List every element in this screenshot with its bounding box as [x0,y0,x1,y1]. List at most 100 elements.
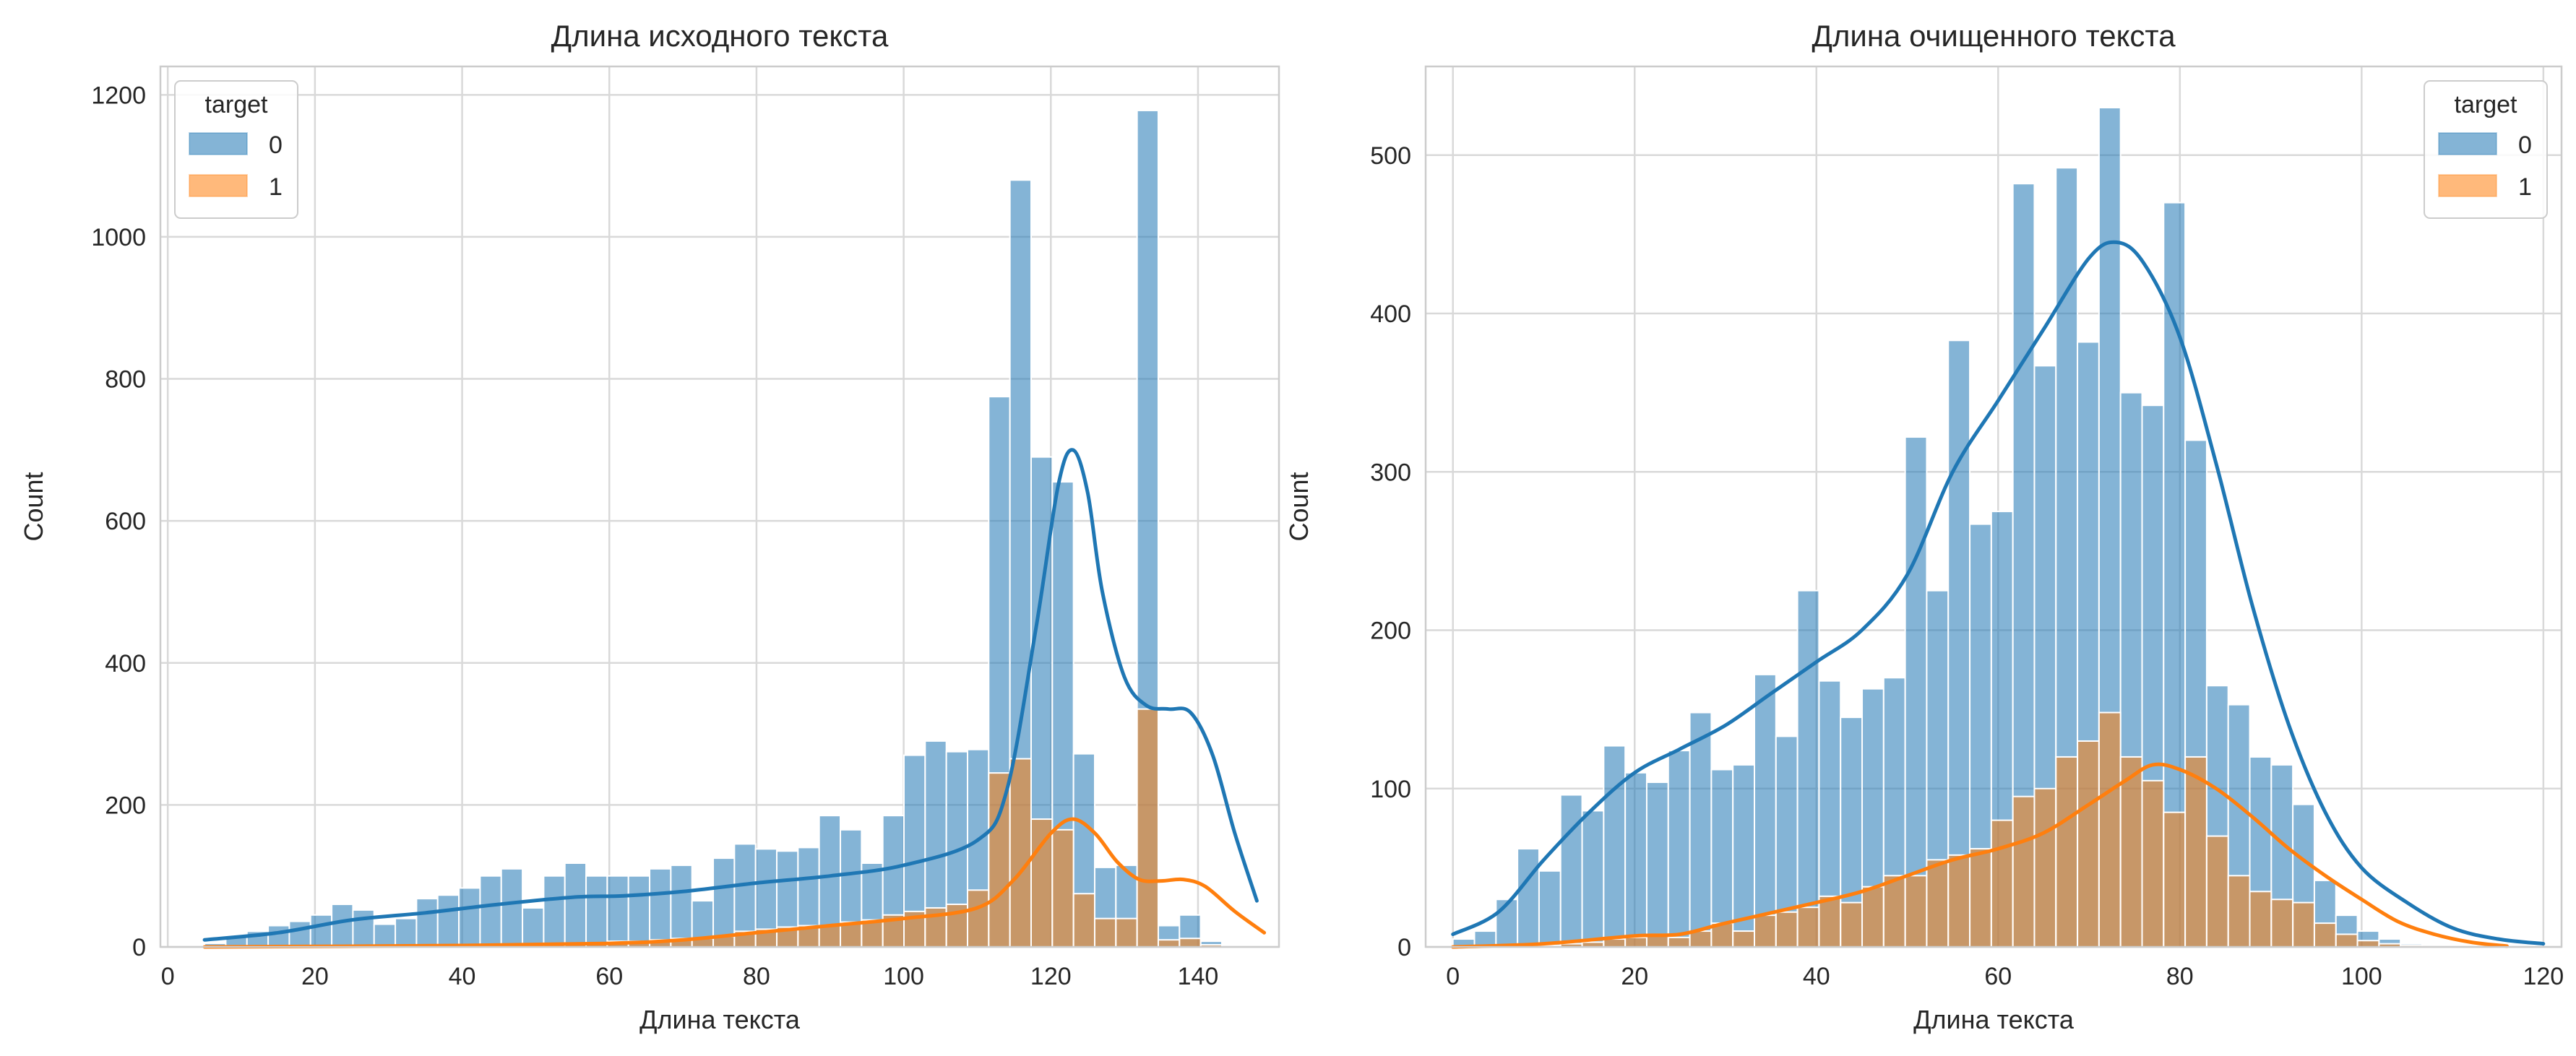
histogram-bar [2249,891,2273,948]
x-tick-label: 40 [1803,963,1830,990]
histogram-bar [1710,769,1734,948]
histogram-bar [1179,938,1202,948]
y-tick-label: 400 [1370,300,1411,328]
histogram-bar [1990,819,2014,948]
x-tick-label: 0 [1446,963,1460,990]
histogram-bar [988,772,1011,948]
histogram-bar [1667,750,1691,948]
histogram-bar [415,898,439,948]
histogram-bar [2119,756,2143,948]
histogram-bar [627,875,651,948]
legend-label-0: 0 [269,131,283,159]
y-tick-label: 100 [1370,776,1411,803]
histogram-bar [373,923,397,948]
plot-area [160,66,1279,947]
chart-title: Длина исходного текста [551,19,889,53]
x-tick-label: 80 [743,963,770,990]
y-tick-label: 200 [1370,618,1411,645]
histogram-bar [1947,854,1971,948]
histogram-bar [1538,870,1561,948]
histogram-bar [1775,911,1799,948]
histogram-bar [649,867,672,948]
histogram-bar [479,875,502,948]
histogram-bar [1030,818,1054,948]
histogram-bar [1136,708,1159,948]
histogram-bar [1009,758,1032,948]
x-tick-label: 60 [1984,963,2012,990]
histogram-bar [500,867,524,948]
kde-line-0 [1451,240,2546,946]
y-tick-label: 300 [1370,459,1411,486]
histogram-bar [2227,875,2251,948]
y-tick-label: 200 [105,792,146,819]
histogram-bar [1732,930,1755,948]
legend-label-1: 1 [2518,173,2532,201]
histogram-bar [1840,901,1864,948]
histogram-bar [818,925,842,948]
histogram-bar [2077,740,2100,948]
y-tick-label: 600 [105,508,146,535]
legend-label-0: 0 [2518,131,2532,159]
y-tick-label: 500 [1370,142,1411,170]
y-axis-label: Count [1284,472,1314,541]
x-tick-label: 0 [161,963,175,990]
kde-line-0 [202,448,1259,942]
histogram-bar [2292,901,2315,948]
x-tick-label: 120 [1030,963,1072,990]
histogram-bar [2184,756,2207,948]
histogram-bar [436,894,460,948]
histogram-bar [2098,711,2121,948]
legend-swatch-1 [189,174,248,197]
histogram-bar [1645,781,1669,948]
histogram-bar [1072,893,1095,948]
histogram-bar [1157,939,1181,948]
histogram-bar [2205,835,2229,948]
histogram-bar [967,889,990,948]
x-tick-label: 20 [301,963,329,990]
plot-frame [1424,65,2563,948]
histogram-bar [543,875,566,948]
histogram-bar [1904,875,1928,948]
kde-line-1 [202,817,1267,949]
plot-frame [159,65,1280,948]
y-axis-label: Count [19,472,48,541]
histogram-bar [522,906,545,948]
x-tick-label: 120 [2523,963,2564,990]
histogram-bar [1115,917,1138,948]
histogram-bar [2335,933,2359,948]
legend-swatch-0 [189,132,248,155]
histogram-panel-original-length: 0 20 40 60 80 100 120 140 0 200 400 600 800 1000 1200 Д… [19,19,1280,1034]
histogram-bar [606,875,629,948]
histogram-bar [458,887,481,948]
histogram-bar [1753,914,1777,948]
histogram-bar [1624,936,1647,948]
histogram-bar [1581,810,1605,948]
histogram-bar [1603,745,1627,948]
histogram-bar [331,904,354,948]
histogram-bar [2055,756,2079,948]
histogram-bar [267,925,290,948]
y-tick-label: 0 [1397,934,1411,961]
histogram-bar [1559,794,1583,948]
histogram-bar [1753,673,1777,948]
histogram-bar [1689,711,1713,948]
legend-title: target [2455,91,2517,118]
histogram-bar [1904,436,1928,948]
histogram-bar [1603,938,1627,948]
histogram-bar [1818,895,1842,948]
x-tick-label: 20 [1621,963,1648,990]
x-tick-label: 100 [883,963,924,990]
x-tick-label: 80 [2166,963,2194,990]
kde-line-1 [1451,762,2509,949]
histogram-bar [1882,875,1906,948]
x-tick-label: 100 [2341,963,2382,990]
histogram-bar [733,843,757,948]
histogram-bar [2033,787,2057,948]
histogram-bar [2313,922,2337,948]
histogram-bar [861,919,884,948]
histogram-bar [1926,859,1950,948]
legend-swatch-0 [2438,132,2497,155]
histogram-bar [564,862,587,948]
